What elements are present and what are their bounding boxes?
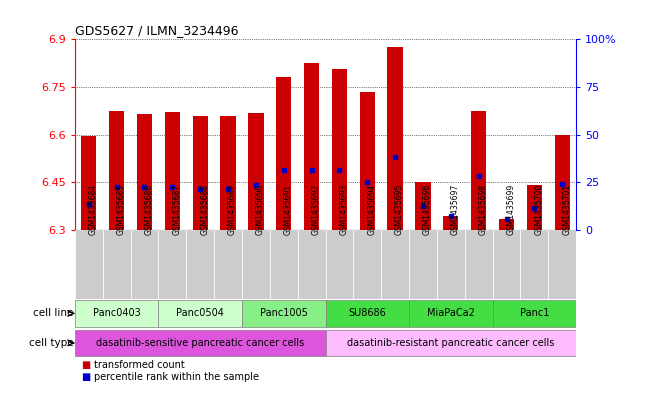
Text: GSM1435691: GSM1435691 xyxy=(284,184,293,235)
Text: GSM1435699: GSM1435699 xyxy=(506,184,516,235)
Bar xyxy=(298,230,326,299)
Bar xyxy=(81,136,96,230)
Bar xyxy=(326,330,576,356)
Text: GSM1435696: GSM1435696 xyxy=(423,184,432,235)
Text: GSM1435695: GSM1435695 xyxy=(395,184,404,235)
Bar xyxy=(499,219,514,230)
Text: GSM1435693: GSM1435693 xyxy=(339,184,348,235)
Bar xyxy=(409,300,493,327)
Bar xyxy=(437,230,465,299)
Bar xyxy=(186,230,214,299)
Bar xyxy=(359,92,375,230)
Text: cell line: cell line xyxy=(33,309,74,318)
Text: ■: ■ xyxy=(81,360,90,370)
Text: Panc0403: Panc0403 xyxy=(92,309,141,318)
Text: GSM1435688: GSM1435688 xyxy=(201,184,209,235)
Text: GSM1435689: GSM1435689 xyxy=(228,184,237,235)
Bar xyxy=(276,77,292,230)
Bar xyxy=(131,230,158,299)
Bar xyxy=(165,112,180,230)
Text: ■: ■ xyxy=(81,372,90,382)
Bar xyxy=(75,300,158,327)
Text: GSM1435684: GSM1435684 xyxy=(89,184,98,235)
Text: dasatinib-sensitive pancreatic cancer cells: dasatinib-sensitive pancreatic cancer ce… xyxy=(96,338,304,348)
Bar xyxy=(527,185,542,230)
Bar xyxy=(353,230,381,299)
Bar xyxy=(409,230,437,299)
Bar xyxy=(242,230,270,299)
Bar xyxy=(304,63,319,230)
Text: GDS5627 / ILMN_3234496: GDS5627 / ILMN_3234496 xyxy=(75,24,238,37)
Text: Panc1: Panc1 xyxy=(519,309,549,318)
Text: GSM1435694: GSM1435694 xyxy=(367,184,376,235)
Text: percentile rank within the sample: percentile rank within the sample xyxy=(94,372,259,382)
Bar xyxy=(493,230,520,299)
Bar xyxy=(75,330,326,356)
Text: GSM1435687: GSM1435687 xyxy=(173,184,182,235)
Text: GSM1435690: GSM1435690 xyxy=(256,184,265,235)
Bar xyxy=(75,230,103,299)
Text: GSM1435700: GSM1435700 xyxy=(534,184,544,235)
Text: GSM1435685: GSM1435685 xyxy=(117,184,126,235)
Bar xyxy=(548,230,576,299)
Bar xyxy=(214,230,242,299)
Text: MiaPaCa2: MiaPaCa2 xyxy=(427,309,475,318)
Bar xyxy=(387,47,403,230)
Bar xyxy=(270,230,298,299)
Bar xyxy=(242,300,326,327)
Bar xyxy=(332,70,347,230)
Bar xyxy=(158,300,242,327)
Bar xyxy=(109,111,124,230)
Text: GSM1435697: GSM1435697 xyxy=(450,184,460,235)
Bar xyxy=(103,230,131,299)
Bar xyxy=(555,135,570,230)
Bar xyxy=(381,230,409,299)
Bar xyxy=(326,230,353,299)
Bar xyxy=(137,114,152,230)
Bar xyxy=(326,300,409,327)
Bar xyxy=(193,116,208,230)
Text: GSM1435686: GSM1435686 xyxy=(145,184,154,235)
Text: GSM1435692: GSM1435692 xyxy=(312,184,320,235)
Text: transformed count: transformed count xyxy=(94,360,185,370)
Text: GSM1435698: GSM1435698 xyxy=(478,184,488,235)
Bar xyxy=(221,116,236,230)
Bar xyxy=(493,300,576,327)
Bar xyxy=(248,113,264,230)
Bar xyxy=(158,230,186,299)
Text: Panc1005: Panc1005 xyxy=(260,309,308,318)
Text: SU8686: SU8686 xyxy=(348,309,386,318)
Bar xyxy=(520,230,548,299)
Text: cell type: cell type xyxy=(29,338,74,348)
Text: dasatinib-resistant pancreatic cancer cells: dasatinib-resistant pancreatic cancer ce… xyxy=(347,338,555,348)
Bar xyxy=(471,111,486,230)
Bar xyxy=(443,216,458,230)
Text: GSM1435701: GSM1435701 xyxy=(562,184,571,235)
Text: Panc0504: Panc0504 xyxy=(176,309,224,318)
Bar xyxy=(415,182,430,230)
Bar xyxy=(465,230,493,299)
